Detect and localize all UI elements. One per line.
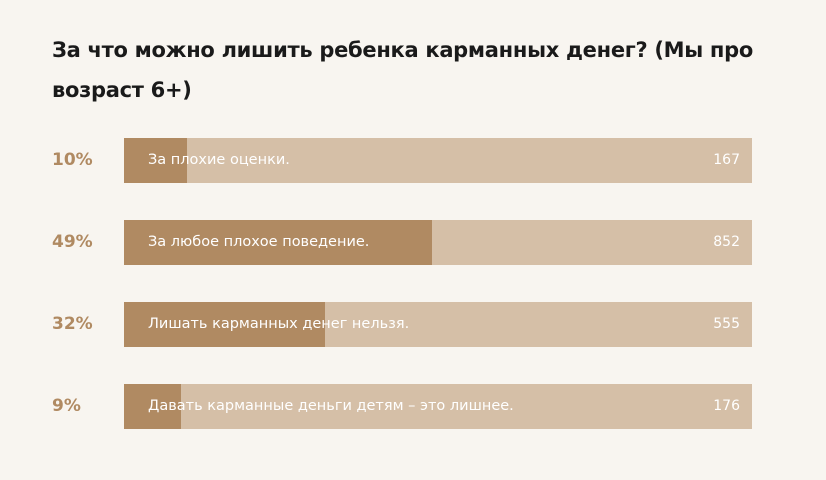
option-votes: 176 [713,398,740,414]
poll-option: 32% Лишать карманных денег нельзя. 555 [0,302,826,347]
option-votes: 852 [713,234,740,250]
option-percent: 49% [52,232,93,252]
poll-title: За что можно лишить ребенка карманных де… [52,38,754,102]
option-bar[interactable]: Давать карманные деньги детям – это лишн… [124,384,752,429]
option-label: Давать карманные деньги детям – это лишн… [148,398,514,414]
option-label: За любое плохое поведение. [148,234,370,250]
option-label: За плохие оценки. [148,152,290,168]
option-votes: 555 [713,316,740,332]
option-bar[interactable]: За плохие оценки. 167 [124,138,752,183]
option-fill [124,138,187,183]
poll-option: 9% Давать карманные деньги детям – это л… [0,384,826,429]
option-label: Лишать карманных денег нельзя. [148,316,410,332]
option-percent: 10% [52,150,93,170]
option-fill [124,220,432,265]
option-votes: 167 [713,152,740,168]
option-fill [124,302,325,347]
option-bar[interactable]: За любое плохое поведение. 852 [124,220,752,265]
option-percent: 32% [52,314,93,334]
poll-option: 49% За любое плохое поведение. 852 [0,220,826,265]
option-percent: 9% [52,396,81,416]
poll-option: 10% За плохие оценки. 167 [0,138,826,183]
option-fill [124,384,181,429]
option-bar[interactable]: Лишать карманных денег нельзя. 555 [124,302,752,347]
